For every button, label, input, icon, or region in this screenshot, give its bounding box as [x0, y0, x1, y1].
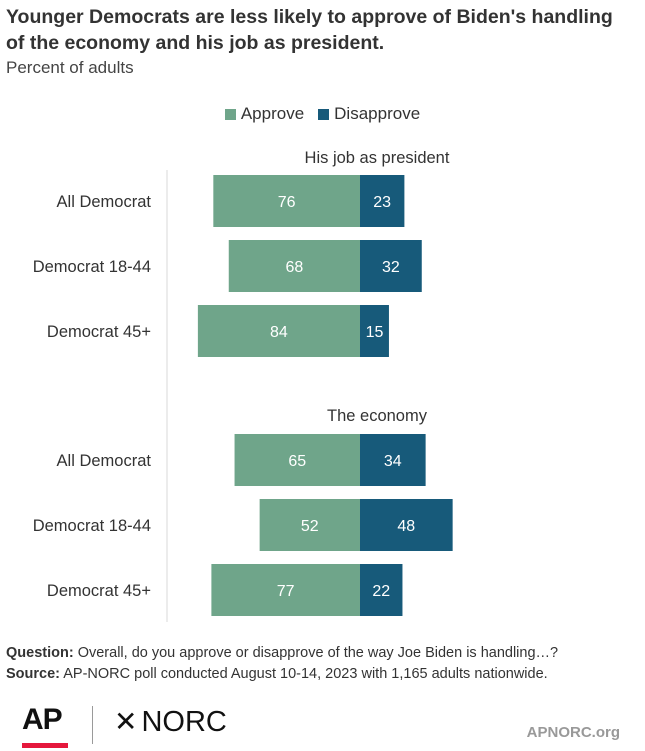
footer-notes: Question: Overall, do you approve or dis… [6, 643, 636, 685]
bar-disapprove [360, 434, 426, 486]
legend-swatch-approve [224, 108, 236, 120]
data-label-approve: 65 [288, 453, 306, 470]
data-label-disapprove: 34 [384, 453, 402, 470]
group-title-0: His job as president [305, 149, 450, 167]
question-text: Overall, do you approve or disapprove of… [77, 645, 559, 661]
legend-swatch-disapprove [318, 108, 330, 120]
bar-approve [213, 175, 360, 227]
bar-disapprove [360, 240, 422, 292]
norc-wordmark: NORC [141, 706, 227, 738]
chart-subtitle: Percent of adults [6, 58, 134, 77]
ap-logo-underline [22, 743, 68, 748]
data-label-approve: 84 [270, 324, 288, 341]
category-label: Democrat 18-44 [33, 517, 151, 535]
data-label-disapprove: 48 [397, 518, 415, 535]
category-label: All Democrat [57, 452, 152, 470]
legend-label-approve: Approve [240, 104, 305, 123]
source-text: AP-NORC poll conducted August 10-14, 202… [63, 666, 548, 682]
bar-approve [197, 305, 360, 357]
bar-approve [228, 240, 360, 292]
bar-approve [259, 499, 360, 551]
data-label-disapprove: 23 [373, 194, 391, 211]
data-label-approve: 77 [277, 583, 295, 600]
data-label-disapprove: 15 [366, 324, 384, 341]
norc-star-icon: ✕ [114, 706, 138, 737]
logo-divider [92, 706, 93, 744]
question-note: Question: Overall, do you approve or dis… [6, 643, 636, 664]
category-label: Democrat 45+ [47, 582, 151, 600]
site-link[interactable]: APNORC.org [526, 724, 620, 741]
bar-approve [234, 434, 360, 486]
source-label: Source: [6, 666, 60, 682]
ap-logo: AP [22, 703, 63, 736]
data-label-approve: 76 [278, 194, 296, 211]
logo-bar: AP ✕ NORC APNORC.org [22, 702, 642, 748]
norc-logo: ✕ NORC [114, 706, 227, 738]
data-label-approve: 52 [301, 518, 319, 535]
group-title-1: The economy [327, 407, 428, 425]
data-label-approve: 68 [285, 259, 303, 276]
bar-approve [211, 564, 360, 616]
bar-disapprove [360, 499, 453, 551]
legend-label-disapprove: Disapprove [334, 104, 421, 123]
chart-title: Younger Democrats are less likely to app… [6, 6, 613, 54]
category-label: Democrat 18-44 [33, 258, 151, 276]
category-label: Democrat 45+ [47, 323, 151, 341]
legend: Approve Disapprove [0, 104, 645, 124]
data-label-disapprove: 22 [372, 583, 390, 600]
data-label-disapprove: 32 [382, 259, 400, 276]
source-note: Source: AP-NORC poll conducted August 10… [6, 664, 636, 685]
legend-item-disapprove: Disapprove [318, 104, 420, 124]
diverging-bar-chart: His job as president All Democrat 76 23 Demo… [33, 149, 453, 622]
bar-disapprove [360, 175, 405, 227]
bar-disapprove [360, 564, 403, 616]
category-label: All Democrat [57, 193, 152, 211]
question-label: Question: [6, 645, 74, 661]
legend-item-approve: Approve [224, 104, 305, 124]
bar-disapprove [360, 305, 389, 357]
